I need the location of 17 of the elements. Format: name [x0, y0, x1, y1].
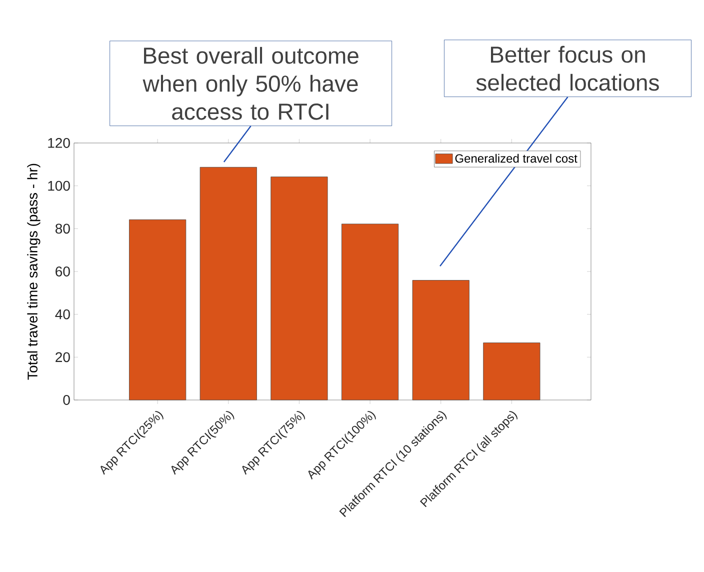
- y-tick-label: 60: [56, 266, 70, 276]
- y-tick-label: 0: [63, 395, 70, 405]
- legend-label: Generalized travel cost: [455, 154, 578, 163]
- y-tick-label: 80: [56, 224, 70, 234]
- text: Better focus on selected locations: [476, 46, 659, 91]
- y-tick-label: 20: [56, 352, 70, 362]
- bar: [483, 342, 540, 400]
- text: Best overall outcome when only 50% have access to RTCI: [142, 46, 358, 120]
- bar: [270, 176, 328, 400]
- bar: [412, 280, 470, 400]
- y-tick-label: 100: [48, 180, 70, 191]
- y-tick-label: 40: [55, 309, 70, 320]
- y-tick-label: 120: [48, 138, 70, 148]
- bar: [200, 166, 257, 400]
- bar: [129, 219, 186, 400]
- y-axis-title: Total travel time savings (pass - hr): [27, 164, 40, 380]
- bar: [342, 224, 399, 400]
